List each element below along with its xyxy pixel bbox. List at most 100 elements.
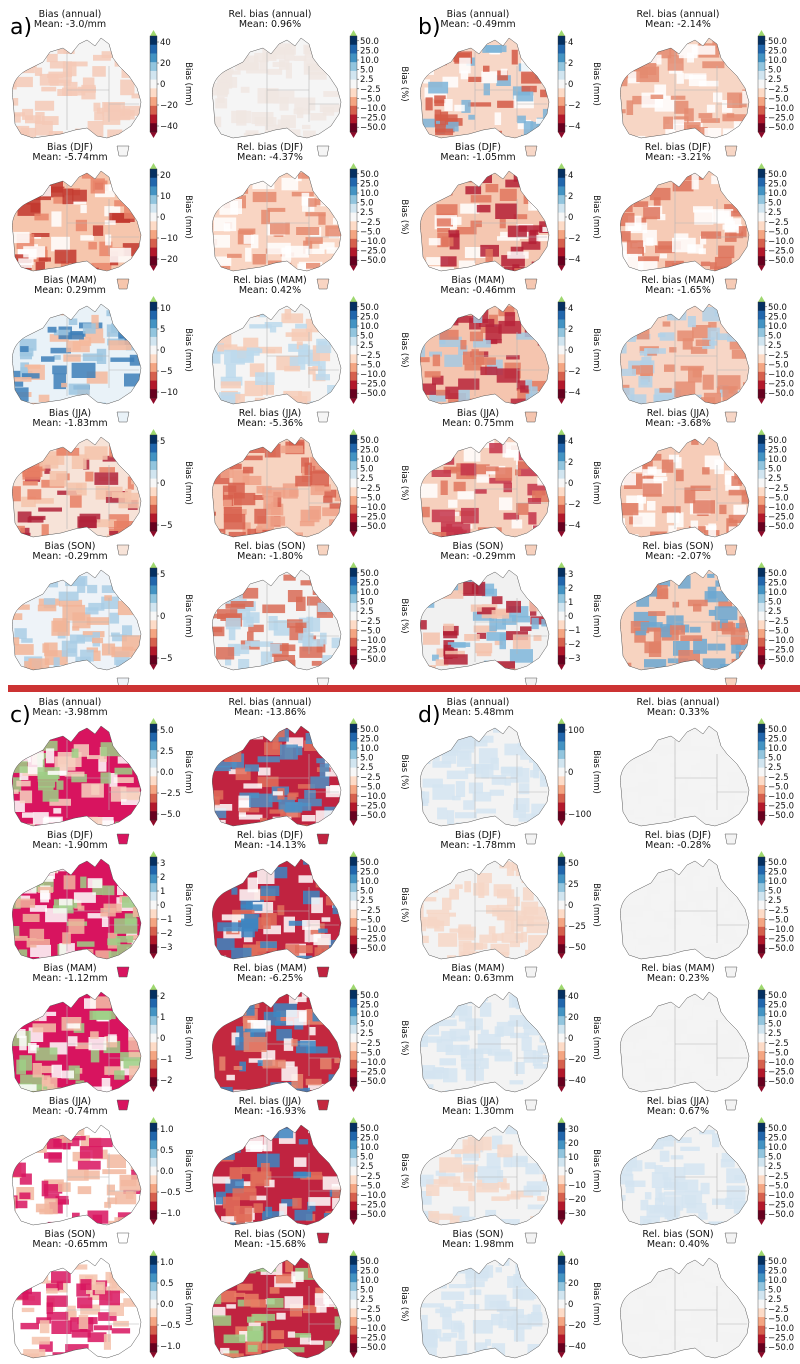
map-patch [464, 942, 479, 948]
australia-map [620, 37, 750, 157]
colorbar-segment [558, 513, 565, 523]
map-patch [620, 1334, 638, 1340]
map-patch [635, 38, 651, 53]
map-patch [18, 949, 28, 959]
map-patch [531, 803, 546, 817]
map-patch [58, 591, 79, 601]
map-patch [421, 1314, 428, 1330]
colorbar-segment [150, 741, 157, 751]
map-patch [422, 999, 429, 1014]
colorbar-tick-label: −5.0 [768, 1181, 789, 1191]
map-patch [243, 234, 254, 244]
map-patch [279, 644, 296, 652]
colorbar-extend-high [150, 296, 157, 302]
map-patch [326, 60, 342, 75]
map-patch [104, 206, 121, 217]
map-patch [537, 1348, 550, 1358]
map-patch [50, 347, 71, 354]
colorbar-tick-label: 5.0 [160, 726, 174, 736]
map-patch [253, 859, 267, 864]
map-patch [325, 786, 342, 798]
map-patch [12, 1127, 28, 1138]
map-patch [212, 56, 226, 61]
subplot-title: Rel. bias (annual) [229, 9, 312, 20]
map-patch [243, 1183, 256, 1192]
map-patch [291, 1271, 304, 1282]
map-patch [332, 1198, 342, 1209]
map-patch [262, 1211, 285, 1221]
map-patch [252, 191, 277, 203]
map-patch [46, 1283, 60, 1291]
map-patch [694, 127, 708, 138]
subplot-title: Rel. bias (annual) [637, 9, 720, 20]
colorbar-frame [757, 301, 766, 399]
map-patch [477, 310, 484, 316]
map-patch [30, 1131, 50, 1139]
map-patch [330, 460, 342, 466]
colorbar-segment [758, 585, 765, 595]
map-patch [223, 499, 232, 509]
map-patch [481, 71, 498, 84]
tasmania [316, 544, 330, 556]
map-patch [461, 535, 477, 537]
map-patch [68, 918, 85, 934]
map-patch [700, 236, 707, 245]
map-patch [326, 304, 335, 315]
map-patch [657, 1283, 672, 1295]
colorbar-segment [150, 36, 157, 46]
map-patch [223, 507, 242, 523]
colorbar-segment [558, 469, 565, 479]
coastline [620, 436, 750, 538]
colorbar-segment [758, 998, 765, 1008]
map-patch [68, 318, 78, 325]
map-patch [49, 798, 71, 806]
map-patch [317, 1127, 327, 1137]
map-patch [124, 731, 136, 738]
map-patch [96, 107, 104, 114]
map-patch [91, 314, 99, 329]
colorbar-segment [558, 1077, 565, 1087]
map-patch [288, 955, 313, 959]
map-patch [281, 1355, 290, 1358]
map-patch [662, 801, 673, 813]
map-patch [321, 1132, 342, 1145]
map-patch [456, 750, 472, 767]
colorbar-segment [558, 504, 565, 514]
map-patch [34, 498, 54, 504]
colorbar-extend-low [558, 1352, 565, 1358]
map-patch [459, 859, 466, 870]
map-patch [212, 511, 216, 516]
map-patch [489, 789, 504, 796]
map-patch [704, 927, 712, 944]
map-patch [308, 367, 316, 375]
map-patch [430, 1265, 447, 1281]
colorbar-segment [150, 238, 157, 248]
map-patch [226, 1304, 236, 1309]
map-patch [527, 1204, 547, 1210]
map-patch [238, 800, 249, 811]
map-patch [129, 952, 142, 959]
map-patch [683, 995, 693, 1002]
colorbar-segment [758, 522, 765, 532]
map-patch [531, 261, 548, 271]
subplot-title: Bias (SON) [453, 1229, 504, 1240]
map-patch [512, 1288, 537, 1299]
map-patch [243, 783, 263, 789]
map-patch [285, 944, 300, 956]
state-borders [66, 1139, 139, 1217]
map-patch [420, 798, 429, 806]
map-patch [325, 896, 339, 906]
map-patch [499, 633, 506, 650]
map-patch [88, 602, 105, 611]
map-patch [102, 455, 118, 462]
map-patch [324, 489, 337, 498]
map-patch [279, 97, 289, 111]
map-patch [658, 571, 671, 587]
colorbar-segment [558, 1192, 565, 1202]
map-patch [497, 70, 508, 81]
colorbar-segment [758, 389, 765, 399]
colorbar-tick-label: −2.5 [360, 617, 381, 627]
map-patch [68, 1065, 80, 1080]
tasmania [524, 278, 538, 290]
